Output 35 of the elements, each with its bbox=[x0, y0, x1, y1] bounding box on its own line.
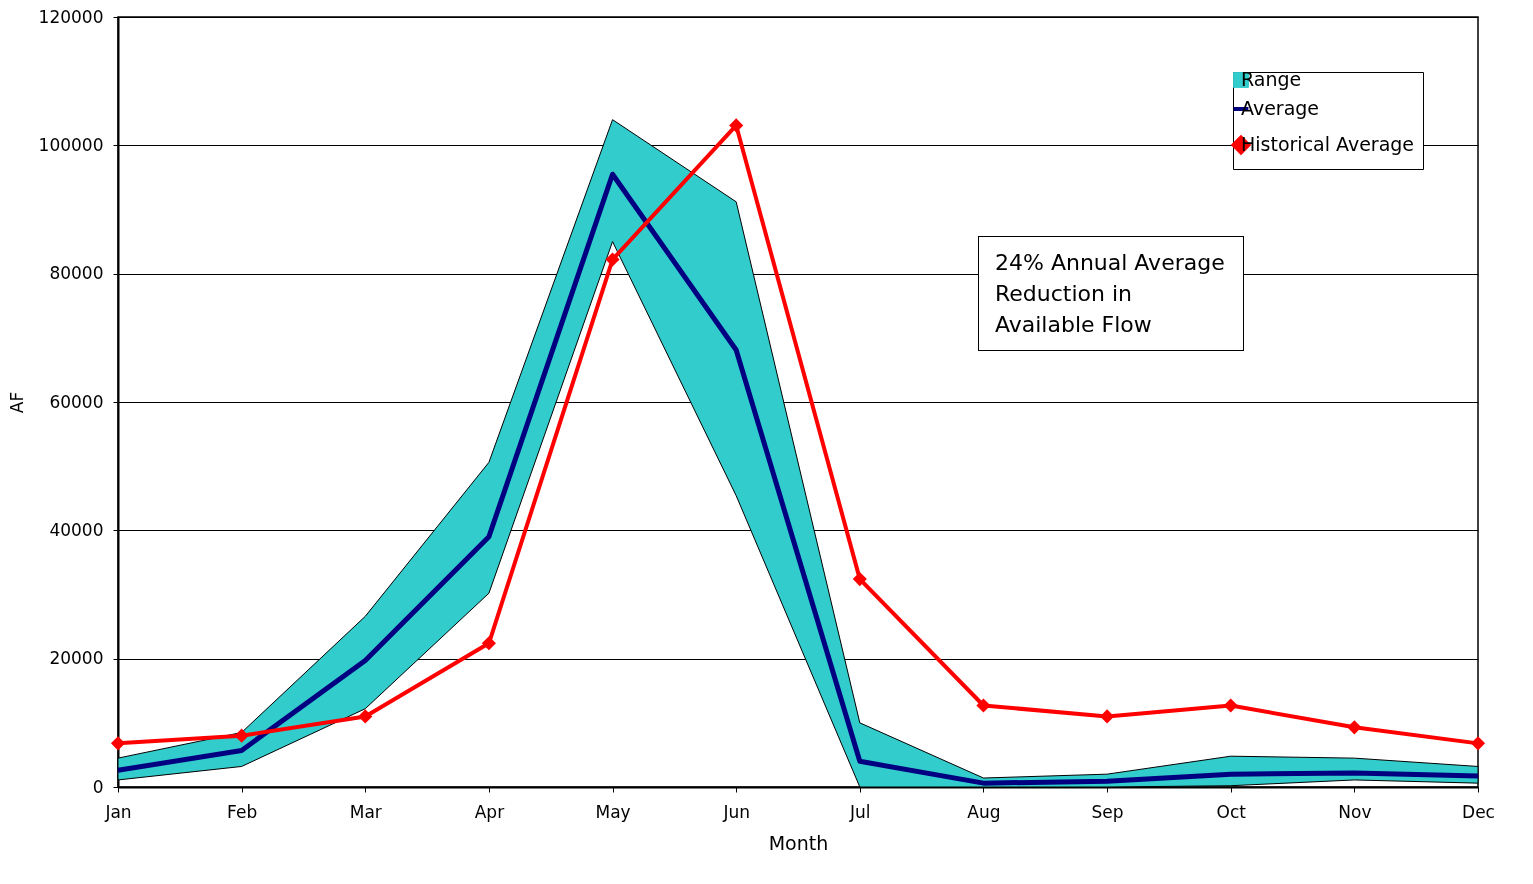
x-tick-label: Nov bbox=[1338, 801, 1372, 822]
y-tick-label: 120000 bbox=[38, 6, 104, 27]
x-tick-label: Oct bbox=[1216, 801, 1247, 822]
x-tick-label: Feb bbox=[227, 801, 258, 822]
x-tick-label: Mar bbox=[349, 801, 382, 822]
x-tick-label: Apr bbox=[474, 801, 505, 822]
y-tick-label: 20000 bbox=[49, 648, 104, 669]
y-axis-title: AF bbox=[6, 391, 27, 414]
x-tick-label: Dec bbox=[1462, 801, 1495, 822]
point bbox=[729, 118, 744, 133]
x-tick-label: Aug bbox=[967, 801, 1001, 822]
x-tick-label: Sep bbox=[1091, 801, 1124, 822]
y-tick-label: 80000 bbox=[49, 263, 104, 284]
y-tick-label: 60000 bbox=[49, 391, 104, 412]
point bbox=[1470, 736, 1486, 751]
point bbox=[110, 736, 126, 751]
x-tick-label: Jan bbox=[104, 801, 132, 822]
y-tick-label: 100000 bbox=[38, 134, 104, 155]
x-tick-label: Jun bbox=[722, 801, 750, 822]
y-tick-label: 40000 bbox=[49, 519, 104, 540]
point bbox=[852, 572, 867, 587]
legend-label: Average bbox=[1241, 97, 1320, 119]
point bbox=[358, 709, 373, 724]
point bbox=[976, 698, 991, 713]
point bbox=[1347, 720, 1362, 735]
note-box: 24% Annual Average Reduction in Available Flow bbox=[978, 236, 1244, 351]
point bbox=[234, 728, 249, 743]
point bbox=[481, 636, 496, 651]
x-tick-label: May bbox=[595, 801, 631, 822]
point bbox=[1223, 698, 1238, 713]
y-tick-label: 0 bbox=[92, 776, 104, 797]
point bbox=[605, 252, 620, 267]
point bbox=[1100, 709, 1115, 724]
x-tick-label: Jul bbox=[849, 801, 871, 822]
x-axis-title: Month bbox=[768, 831, 829, 854]
